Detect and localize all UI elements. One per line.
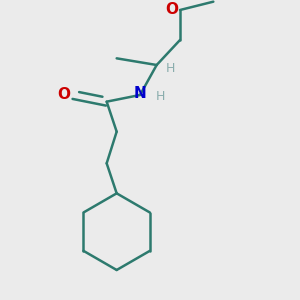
- Text: O: O: [58, 88, 70, 103]
- Text: O: O: [165, 2, 178, 17]
- Text: H: H: [165, 62, 175, 75]
- Text: N: N: [134, 86, 146, 101]
- Text: H: H: [155, 90, 165, 103]
